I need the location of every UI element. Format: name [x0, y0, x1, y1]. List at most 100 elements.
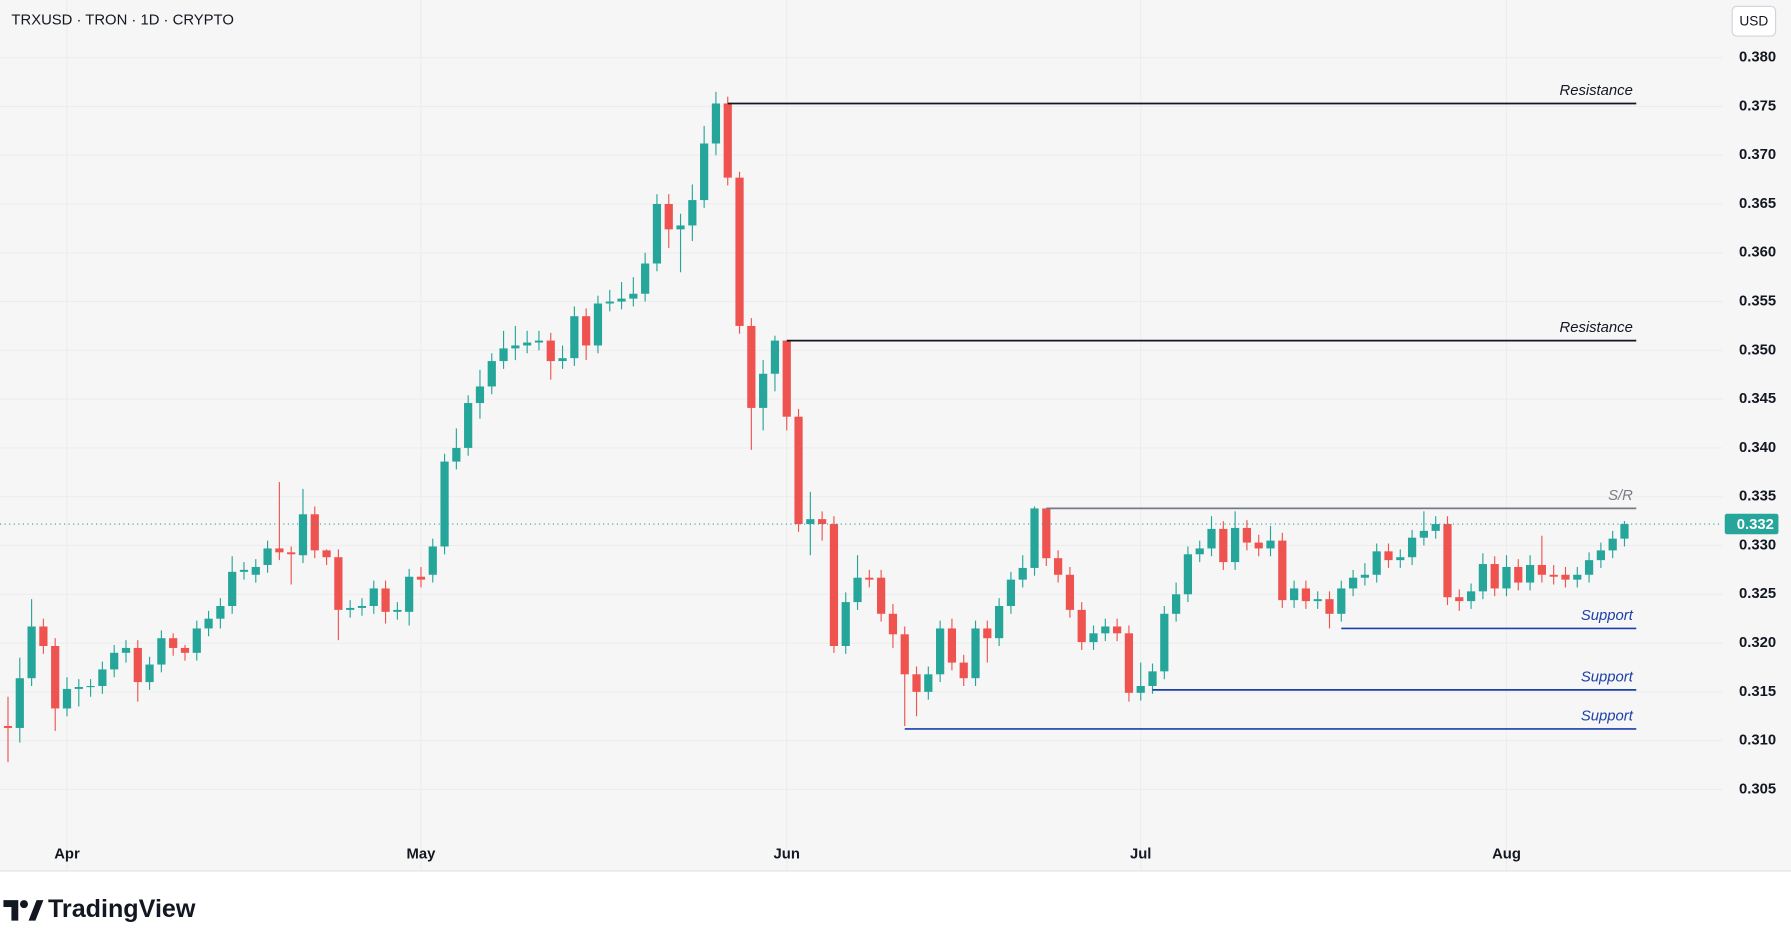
- logo-mark: [3, 900, 19, 921]
- candle-body: [369, 588, 378, 606]
- candle-body: [1549, 574, 1558, 577]
- candle-body: [334, 557, 343, 610]
- candle-body: [511, 345, 520, 349]
- candle-body: [794, 416, 803, 525]
- candle-body: [523, 342, 532, 346]
- y-tick-label: 0.325: [1739, 586, 1776, 602]
- candle-body: [629, 293, 638, 299]
- candle-body: [1443, 524, 1452, 598]
- candle-body: [1160, 613, 1169, 672]
- y-tick-label: 0.305: [1739, 781, 1776, 797]
- candle-body: [1018, 567, 1027, 580]
- candle-body: [204, 618, 213, 629]
- candle-body: [664, 203, 673, 230]
- y-tick-label: 0.375: [1739, 98, 1776, 114]
- candle-body: [310, 514, 319, 551]
- candle-body: [1113, 626, 1122, 634]
- candle-body: [475, 386, 485, 404]
- y-tick-label: 0.320: [1739, 635, 1776, 651]
- y-tick-label: 0.355: [1739, 293, 1776, 309]
- currency-button-label[interactable]: USD: [1739, 13, 1768, 28]
- candle-body: [582, 316, 591, 346]
- candle-body: [747, 325, 756, 408]
- candle-body: [1124, 633, 1134, 693]
- candle-body: [416, 576, 426, 580]
- currency-button[interactable]: [1731, 5, 1777, 37]
- candle-body: [39, 626, 48, 646]
- candle-body: [888, 613, 898, 635]
- candle-body: [1278, 540, 1287, 601]
- candle-body: [357, 605, 367, 608]
- y-tick-label: 0.370: [1739, 147, 1776, 163]
- candle-body: [1419, 530, 1429, 538]
- candle-body: [688, 200, 697, 226]
- candle-body: [1620, 524, 1629, 539]
- candle-body: [440, 461, 449, 547]
- candle-body: [936, 628, 945, 675]
- candle-body: [263, 548, 272, 566]
- candle-body: [900, 634, 909, 675]
- candle-body: [86, 686, 95, 688]
- y-tick-label: 0.345: [1739, 391, 1776, 407]
- y-tick-label: 0.350: [1739, 342, 1776, 358]
- y-tick-label: 0.315: [1739, 684, 1776, 700]
- candle-body: [1219, 528, 1228, 563]
- candle-body: [676, 225, 685, 230]
- level-label: Support: [1581, 608, 1634, 624]
- candle-body: [1407, 537, 1417, 558]
- candle-body: [605, 301, 614, 304]
- level-label: Support: [1581, 669, 1634, 685]
- x-tick-label: Apr: [54, 846, 80, 862]
- candle-body: [759, 373, 768, 408]
- candle-body: [487, 361, 496, 387]
- candle-body: [617, 298, 626, 302]
- candle-body: [1101, 626, 1110, 634]
- candle-body: [570, 316, 579, 359]
- candle-body: [110, 652, 119, 670]
- candle-body: [1089, 633, 1098, 643]
- candle-body: [865, 577, 874, 580]
- candle-body: [1136, 686, 1145, 693]
- y-tick-label: 0.340: [1739, 440, 1776, 456]
- candle-body: [558, 358, 567, 362]
- candle-body: [393, 609, 402, 612]
- candle-body: [1431, 524, 1440, 531]
- candle-body: [1514, 566, 1523, 583]
- candle-body: [62, 688, 72, 709]
- candle-body: [1348, 577, 1358, 589]
- candle-body: [1266, 540, 1275, 549]
- candle-body: [1502, 566, 1511, 589]
- candle-body: [452, 447, 461, 462]
- logo-slash: [28, 900, 44, 921]
- candle-body: [1171, 594, 1181, 614]
- candle-body: [464, 403, 473, 448]
- candle-body: [818, 519, 827, 525]
- candle-body: [1195, 548, 1204, 555]
- candle-body: [405, 576, 414, 612]
- x-tick-label: Jul: [1130, 846, 1151, 862]
- plot-background: [0, 0, 1791, 870]
- logo-dot: [19, 900, 28, 909]
- candle-body: [1584, 560, 1594, 575]
- candle-body: [121, 647, 131, 653]
- candle-body: [782, 340, 791, 417]
- candle-body: [499, 348, 508, 362]
- brand-name: TradingView: [48, 895, 196, 923]
- candle-body: [1230, 527, 1240, 563]
- candle-body: [157, 638, 166, 665]
- grid: [0, 0, 1722, 870]
- last-price-box: [1724, 513, 1779, 535]
- candle-body: [133, 647, 142, 683]
- candle-body: [1042, 508, 1051, 559]
- candle-body: [428, 546, 437, 575]
- candle-body: [700, 143, 709, 201]
- candle-body: [27, 626, 36, 679]
- candle-body: [995, 605, 1004, 639]
- candle-body: [959, 662, 968, 679]
- y-tick-label: 0.360: [1739, 245, 1776, 261]
- candle-body: [192, 628, 201, 653]
- candle-body: [1148, 671, 1157, 687]
- last-price-label: 0.332: [1737, 517, 1774, 533]
- candle-body: [1525, 565, 1535, 583]
- level-label: Resistance: [1559, 83, 1632, 99]
